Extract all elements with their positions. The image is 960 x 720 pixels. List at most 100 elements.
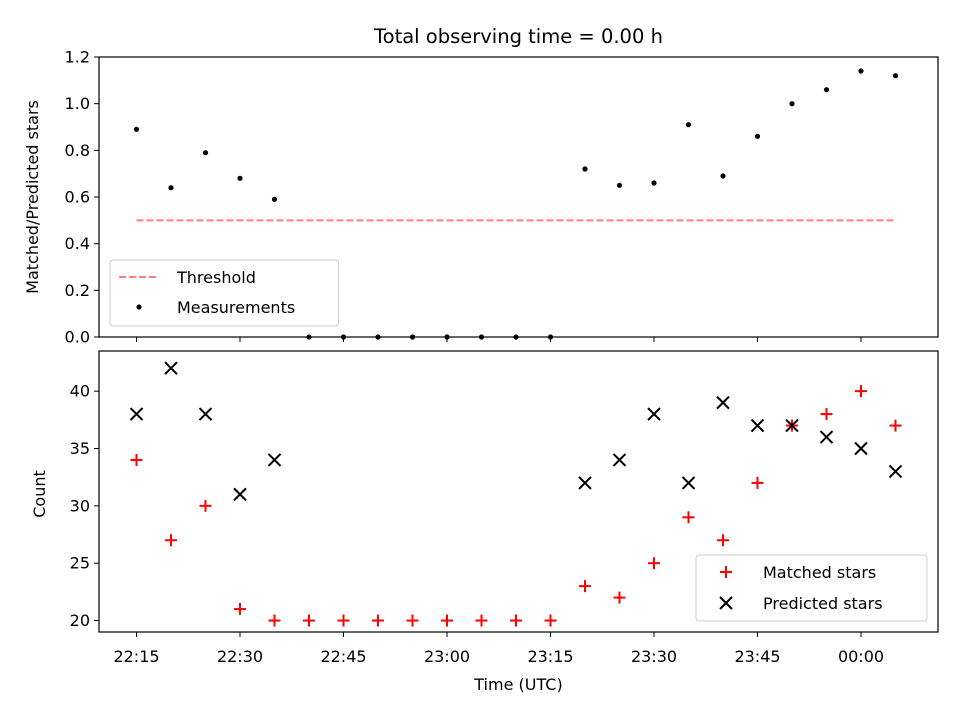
predicted-star-point [198, 407, 213, 421]
measurement-point [754, 133, 761, 139]
predicted-star-point [888, 464, 903, 479]
measurement-point [582, 166, 588, 172]
measurement-point [892, 73, 899, 79]
predicted-star-point [785, 418, 799, 433]
matched-star-point [406, 614, 419, 627]
measurement-point [237, 175, 243, 181]
ratio-y-tick-label: 1.2 [65, 48, 90, 67]
matched-star-point [130, 453, 143, 466]
ratio-y-axis-label: Matched/Predicted stars [23, 100, 42, 294]
predicted-star-point [267, 453, 282, 467]
measurement-point [547, 334, 554, 340]
measurements-legend-label: Measurements [177, 298, 295, 317]
predicted-star-point [647, 407, 661, 421]
measurements-legend-swatch [136, 304, 142, 310]
count-y-axis: 20 25 30 35 40 [70, 382, 99, 630]
matched-star-point [855, 385, 867, 398]
matched-star-point [337, 614, 350, 627]
matched-star-point [751, 476, 764, 489]
matched-star-point [648, 557, 660, 570]
matched-star-point [372, 614, 384, 627]
predicted-star-point [164, 361, 178, 375]
ratio-legend: Threshold Measurements [109, 259, 339, 327]
ratio-y-axis: 0.0 0.2 0.4 0.6 0.8 1.0 1.2 [65, 48, 99, 347]
measurement-point [478, 334, 485, 340]
top-panel-title: Total observing time = 0.00 h [373, 25, 663, 48]
count-y-tick-label: 35 [70, 439, 90, 458]
measurement-point [306, 334, 312, 340]
measurement-point [651, 180, 657, 186]
count-x-tick-label: 23:00 [424, 647, 470, 666]
predicted-star-point [681, 476, 696, 490]
count-x-tick-label: 23:45 [734, 647, 780, 666]
measurement-point [858, 68, 864, 74]
ratio-y-tick-label: 0.4 [65, 234, 90, 253]
matched-star-point [268, 614, 281, 627]
matched-stars-legend-label: Matched stars [763, 563, 876, 582]
count-plot-area [129, 361, 903, 627]
count-y-tick-label: 20 [70, 611, 90, 630]
matched-star-point [544, 614, 557, 627]
predicted-stars-legend-swatch [719, 596, 733, 610]
matched-star-point [234, 603, 246, 616]
matched-star-point [682, 511, 695, 524]
ratio-y-tick-label: 0.8 [65, 141, 90, 160]
matched-star-point [820, 408, 833, 421]
count-y-tick-label: 30 [70, 496, 90, 515]
count-x-tick-label: 22:15 [113, 647, 159, 666]
measurement-point [133, 126, 140, 132]
predicted-star-point [750, 418, 765, 433]
ratio-legend-box [109, 259, 339, 327]
measurement-point [685, 122, 692, 128]
count-x-tick-label: 22:45 [320, 647, 366, 666]
ratio-y-tick-label: 1.0 [65, 94, 90, 113]
matched-star-point [165, 534, 177, 547]
count-legend-box [695, 554, 928, 622]
count-x-axis: 22:15 22:30 22:45 23:00 23:15 23:30 23:45 00:00 [113, 632, 884, 666]
matched-star-point [613, 591, 626, 604]
matched-star-point [889, 419, 902, 432]
matched-stars-legend-swatch [720, 566, 732, 578]
predicted-star-point [716, 395, 730, 410]
count-x-axis-label: Time (UTC) [473, 675, 562, 694]
threshold-legend-label: Threshold [176, 268, 256, 287]
predicted-star-point [854, 441, 868, 456]
count-legend: Matched stars Predicted stars [695, 554, 928, 622]
count-panel-frame [98, 350, 939, 633]
count-x-tick-label: 00:00 [838, 647, 884, 666]
measurement-point [823, 87, 830, 93]
predicted-stars-legend-label: Predicted stars [763, 594, 883, 613]
measurement-point [375, 334, 381, 340]
ratio-y-tick-label: 0.2 [65, 281, 90, 300]
matched-star-point [475, 614, 488, 627]
count-y-axis-label: Count [30, 470, 49, 518]
measurement-point [168, 185, 174, 191]
measurement-point [202, 150, 209, 156]
measurement-point [513, 334, 519, 340]
matched-star-point [579, 580, 591, 593]
matched-star-point [510, 614, 522, 627]
predicted-star-point [233, 487, 247, 502]
predicted-star-point [819, 430, 834, 444]
predicted-star-point [612, 453, 627, 467]
measurement-point [340, 334, 347, 340]
count-y-tick-label: 40 [70, 382, 90, 401]
measurement-point [271, 196, 278, 202]
matched-star-point [199, 499, 212, 512]
count-x-tick-label: 23:15 [527, 647, 573, 666]
count-y-tick-label: 25 [70, 554, 90, 573]
matched-star-point [441, 614, 453, 627]
measurement-point [616, 182, 623, 188]
matched-star-point [303, 614, 315, 627]
count-x-tick-label: 22:30 [217, 647, 263, 666]
ratio-panel: 0.0 0.2 0.4 0.6 0.8 1.0 1.2 Matched/Predicted … [23, 48, 939, 347]
predicted-star-point [578, 476, 592, 490]
measurement-point [720, 173, 726, 179]
count-panel: 20 25 30 35 40 22:15 22:30 22:45 23:00 23:15 23:3… [30, 350, 939, 694]
ratio-y-tick-label: 0.6 [65, 188, 90, 207]
predicted-star-point [129, 407, 144, 421]
measurement-point [789, 101, 795, 107]
measurement-point [444, 334, 450, 340]
measurement-point [409, 334, 416, 340]
